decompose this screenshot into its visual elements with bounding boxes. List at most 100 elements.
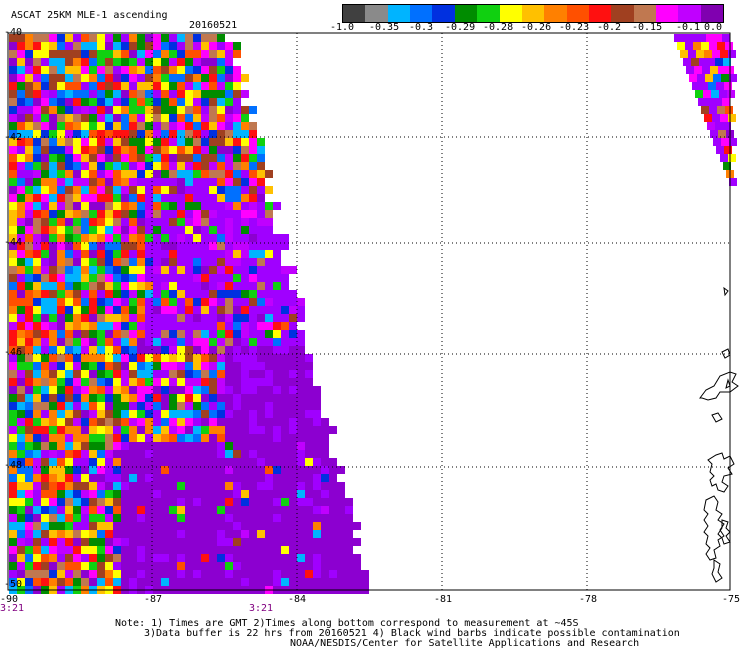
swath-pixel — [193, 434, 201, 442]
swath-pixel — [137, 450, 145, 458]
swath-pixel — [193, 66, 201, 74]
swath-pixel — [129, 186, 137, 194]
swath-pixel — [233, 114, 241, 122]
swath-pixel — [297, 554, 305, 562]
swath-pixel — [209, 538, 217, 546]
swath-pixel — [65, 522, 73, 530]
swath-pixel — [25, 458, 33, 466]
swath-pixel — [177, 146, 185, 154]
swath-pixel — [9, 474, 17, 482]
swath-pixel — [169, 210, 177, 218]
swath-pixel — [273, 306, 281, 314]
swath-pixel — [137, 58, 145, 66]
swath-pixel — [9, 122, 17, 130]
swath-pixel — [49, 434, 57, 442]
swath-pixel — [225, 426, 233, 434]
swath-pixel — [113, 394, 121, 402]
swath-pixel — [201, 490, 209, 498]
swath-pixel — [185, 418, 193, 426]
swath-pixel — [121, 498, 129, 506]
swath-pixel — [249, 530, 257, 538]
swath-pixel — [289, 490, 297, 498]
swath-pixel — [265, 514, 273, 522]
swath-pixel — [25, 290, 33, 298]
swath-pixel — [217, 474, 225, 482]
swath-pixel — [193, 330, 201, 338]
swath-pixel — [153, 378, 161, 386]
swath-pixel — [185, 186, 193, 194]
swath-pixel — [153, 562, 161, 570]
swath-pixel — [97, 418, 105, 426]
swath-pixel — [233, 138, 241, 146]
swath-pixel — [289, 354, 297, 362]
swath-pixel — [9, 162, 17, 170]
swath-pixel — [161, 370, 169, 378]
swath-pixel — [201, 330, 209, 338]
swath-pixel — [353, 570, 361, 578]
swath-pixel — [113, 442, 121, 450]
swath-pixel — [97, 42, 105, 50]
swath-pixel — [137, 82, 145, 90]
colorbar-swatch — [432, 5, 455, 22]
swath-pixel — [313, 538, 321, 546]
colorbar-label: -0.15 — [632, 22, 663, 33]
swath-pixel — [217, 194, 225, 202]
swath-pixel — [65, 386, 73, 394]
swath-pixel — [161, 162, 169, 170]
swath-pixel — [33, 450, 41, 458]
swath-pixel — [25, 282, 33, 290]
swath-pixel — [161, 218, 169, 226]
swath-pixel — [113, 226, 121, 234]
swath-pixel — [145, 458, 153, 466]
swath-pixel — [81, 226, 89, 234]
swath-pixel — [161, 362, 169, 370]
swath-pixel — [273, 354, 281, 362]
swath-pixel — [233, 210, 241, 218]
swath-pixel — [217, 330, 225, 338]
swath-pixel — [41, 538, 49, 546]
swath-pixel — [321, 562, 329, 570]
swath-pixel — [121, 362, 129, 370]
swath-pixel — [185, 394, 193, 402]
swath-pixel — [217, 410, 225, 418]
swath-pixel — [185, 146, 193, 154]
swath-pixel — [137, 138, 145, 146]
swath-pixel — [177, 106, 185, 114]
swath-pixel — [65, 34, 73, 42]
swath-pixel — [121, 234, 129, 242]
swath-pixel — [17, 130, 25, 138]
swath-pixel — [209, 122, 217, 130]
swath-pixel — [193, 282, 201, 290]
swath-pixel — [329, 466, 337, 474]
swath-pixel — [17, 50, 25, 58]
swath-pixel — [161, 346, 169, 354]
swath-pixel — [25, 370, 33, 378]
swath-pixel — [161, 274, 169, 282]
swath-pixel — [65, 282, 73, 290]
swath-pixel — [145, 194, 153, 202]
swath-pixel — [121, 386, 129, 394]
swath-pixel — [217, 218, 225, 226]
swath-pixel — [209, 218, 217, 226]
swath-pixel — [49, 394, 57, 402]
swath-pixel — [185, 426, 193, 434]
swath-pixel — [257, 146, 265, 154]
swath-pixel — [249, 450, 257, 458]
swath-pixel — [41, 514, 49, 522]
swath-pixel — [9, 554, 17, 562]
swath-pixel — [57, 250, 65, 258]
swath-pixel — [129, 554, 137, 562]
swath-pixel — [209, 242, 217, 250]
swath-pixel — [129, 218, 137, 226]
swath-pixel — [241, 314, 249, 322]
swath-pixel — [273, 346, 281, 354]
swath-pixel — [329, 474, 337, 482]
swath-pixel — [233, 434, 241, 442]
swath-pixel — [217, 266, 225, 274]
swath-pixel — [201, 354, 209, 362]
swath-pixel — [25, 130, 33, 138]
lon-label: -81 — [434, 594, 453, 605]
swath-pixel — [728, 50, 736, 58]
swath-pixel — [321, 474, 329, 482]
swath-pixel — [297, 498, 305, 506]
